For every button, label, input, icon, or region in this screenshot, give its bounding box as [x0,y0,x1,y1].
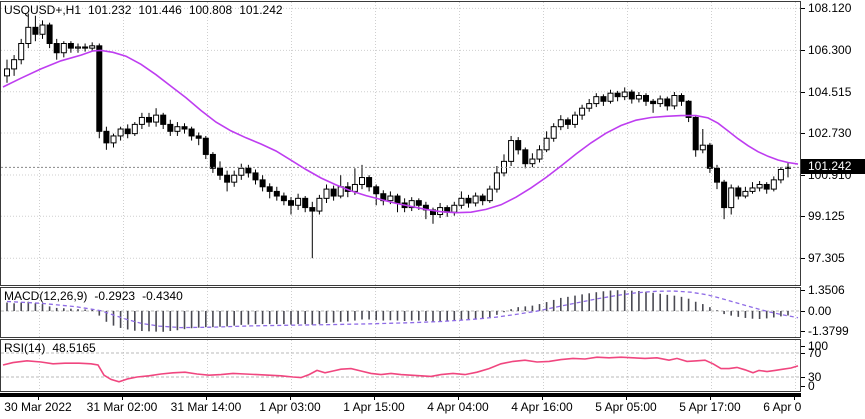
candlestick-chart[interactable] [1,2,800,285]
time-label: 1 Apr 03:00 [259,400,321,414]
time-axis-tick [710,397,711,400]
bid-price-badge: 101.242 [801,159,865,174]
time-label: 4 Apr 16:00 [511,400,573,414]
time-label: 31 Mar 02:00 [86,400,158,414]
axis-tick [801,50,805,51]
price-chart-panel[interactable]: USQUSD+,H1 101.232 101.446 100.808 101.242 [0,1,801,286]
axis-tick [801,290,805,291]
axis-tick [801,216,805,217]
macd-signal-value: -0.4340 [142,289,183,303]
axis-tick [801,258,805,259]
time-axis-tick [458,397,459,400]
time-label: 30 Mar 2022 [4,400,72,414]
macd-axis-label: 0.00 [808,304,832,318]
time-axis-tick [206,397,207,400]
axis-tick [801,353,805,354]
rsi-indicator-panel[interactable]: RSI(14) 48.5165 [0,339,801,392]
axis-tick [801,331,805,332]
time-axis-tick [794,397,795,400]
time-label: 5 Apr 05:00 [595,400,657,414]
macd-main-value: -0.2923 [94,289,136,303]
axis-tick [801,311,805,312]
axis-tick [801,92,805,93]
ohlc-close: 101.242 [239,3,283,17]
chart-header: USQUSD+,H1 101.232 101.446 100.808 101.242 [4,3,290,17]
axis-tick [801,386,805,387]
time-axis-bar[interactable] [0,393,801,397]
price-axis-label: 104.515 [808,85,852,99]
macd-axis-label: 1.3506 [808,283,845,297]
ohlc-open: 101.232 [88,3,132,17]
time-axis-tick [542,397,543,400]
price-axis-label: 99.125 [808,209,845,223]
time-label: 4 Apr 04:00 [427,400,489,414]
rsi-axis-label: 100 [808,339,829,353]
axis-tick [801,377,805,378]
rsi-value: 48.5165 [52,341,96,355]
macd-axis-label: -1.3799 [808,324,849,338]
axis-tick [801,133,805,134]
symbol-period-label: USQUSD+,H1 [4,3,82,17]
time-label: 5 Apr 17:00 [679,400,741,414]
axis-tick [801,8,805,9]
time-label: 1 Apr 15:00 [343,400,405,414]
time-axis-tick [122,397,123,400]
macd-label: MACD(12,26,9) [4,289,88,303]
price-axis-label: 97.305 [808,251,845,265]
rsi-axis-label: 0 [808,379,815,393]
axis-tick [801,346,805,347]
time-label: 31 Mar 14:00 [170,400,242,414]
rsi-axis-label: 70 [808,346,822,360]
ohlc-low: 100.808 [188,3,233,17]
time-axis-tick [374,397,375,400]
ohlc-high: 101.446 [138,3,182,17]
macd-header: MACD(12,26,9) -0.2923 -0.4340 [4,289,190,303]
rsi-header: RSI(14) 48.5165 [4,341,103,355]
price-axis-label: 108.120 [808,1,852,15]
price-axis-label: 102.730 [808,126,852,140]
price-axis-label: 106.300 [808,43,852,57]
time-axis-tick [38,397,39,400]
time-axis-tick [290,397,291,400]
macd-indicator-panel[interactable]: MACD(12,26,9) -0.2923 -0.4340 [0,287,801,338]
time-axis-tick [626,397,627,400]
rsi-axis-label: 30 [808,370,822,384]
price-axis[interactable]: 101.242 108.120 106.300 104.515 102.730 100.… [801,0,865,419]
axis-tick [801,175,805,176]
rsi-chart[interactable] [1,340,800,391]
macd-chart[interactable] [1,288,800,337]
rsi-label: RSI(14) [4,341,46,355]
